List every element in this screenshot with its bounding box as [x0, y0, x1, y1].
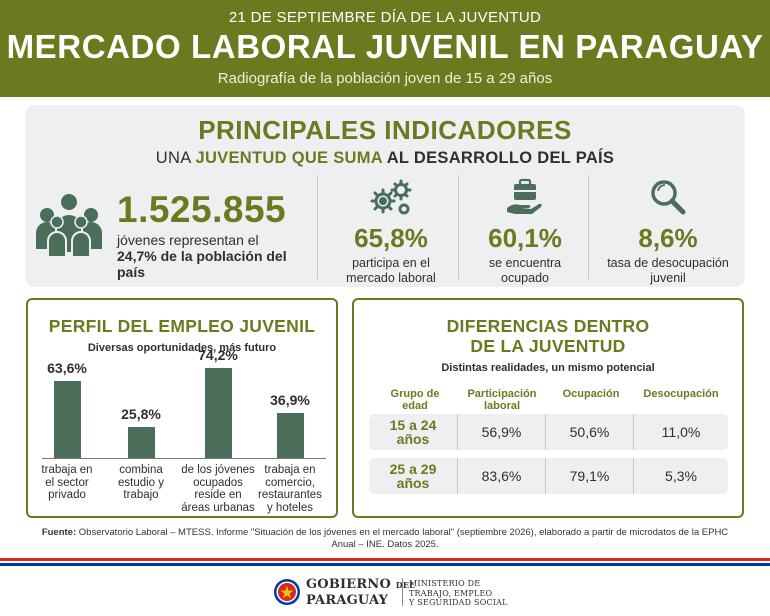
- subtitle-highlight: JUVENTUD QUE SUMA: [195, 149, 383, 167]
- age-line2: años: [396, 431, 430, 447]
- gov-line2: PARAGUAY: [306, 593, 389, 608]
- differences-subtitle: Distintas realidades, un mismo potencial: [441, 362, 655, 374]
- youth-population-number: 1.525.855: [117, 189, 287, 230]
- header-age-group: Grupo de edad: [378, 388, 452, 412]
- profile-bar-category-label: combina estudio y trabajo: [117, 464, 165, 501]
- population-share-text: 24,7% de la población del país: [117, 248, 287, 280]
- profile-bar: [276, 413, 304, 458]
- indicators-subtitle: UNA JUVENTUD QUE SUMA AL DESARROLLO DEL …: [25, 149, 745, 168]
- age-group-cell: 15 a 24 años: [375, 418, 451, 446]
- employment-value: 60,1%: [488, 223, 562, 253]
- profile-bar-value-label: 25,8%: [121, 406, 161, 422]
- flag-stripe-white: [0, 561, 770, 563]
- header-unemployment: Desocupación: [634, 388, 728, 400]
- youth-population-description: jóvenes representan el 24,7% de la pobla…: [117, 232, 317, 280]
- page-title: MERCADO LABORAL JUVENIL EN PARAGUAY: [6, 28, 764, 65]
- profile-bar-value-label: 36,9%: [270, 392, 310, 408]
- briefcase-hand-icon: [507, 178, 542, 214]
- header-banner: 21 DE SEPTIEMBRE DÍA DE LA JUVENTUD MERC…: [0, 0, 770, 97]
- logo-divider: [402, 578, 403, 606]
- age-line1: 15 a 24: [389, 417, 437, 433]
- source-text: Observatorio Laboral – MTESS. Informe "S…: [76, 527, 729, 550]
- age-line1: 25 a 29: [389, 461, 437, 477]
- employment-label: se encuentra ocupado: [469, 256, 581, 286]
- participation-value: 65,8%: [354, 223, 428, 253]
- header-participation-line2: laboral: [483, 400, 521, 412]
- indicators-panel: PRINCIPALES INDICADORES UNA JUVENTUD QUE…: [25, 105, 745, 287]
- header-participation: Participación laboral: [457, 388, 547, 412]
- stat-unemployment: 8,6% tasa de desocupación juvenil: [596, 178, 740, 286]
- gears-icon: [370, 179, 412, 215]
- ministry-line1: MINISTERIO DE: [409, 579, 481, 588]
- gov-line1: GOBIERNO: [306, 577, 392, 592]
- profile-bar: [127, 427, 155, 458]
- differences-title-line2: DE LA JUVENTUD: [470, 336, 626, 356]
- participation-cell: 83,6%: [457, 458, 545, 494]
- profile-bar: [53, 381, 81, 458]
- profile-bar-category-label: trabaja en comercio, restaurantes y hoteles: [258, 464, 322, 514]
- source-note: Fuente: Observatorio Laboral – MTESS. In…: [40, 527, 730, 551]
- profile-bar-value-label: 63,6%: [47, 360, 87, 376]
- header-age-line2: edad: [402, 400, 428, 412]
- gov-del: DEL: [395, 580, 416, 590]
- divider: [317, 175, 318, 279]
- unemployment-cell: 11,0%: [633, 414, 728, 450]
- chart-baseline: [42, 458, 326, 459]
- unemployment-cell: 5,3%: [633, 458, 728, 494]
- unemployment-label-line1: tasa de desocupación: [607, 256, 729, 270]
- profile-bar: [204, 368, 232, 458]
- unemployment-value: 8,6%: [638, 223, 698, 253]
- stat-employment: 60,1% se encuentra ocupado: [469, 178, 581, 286]
- table-row: 25 a 29 años 83,6% 79,1% 5,3%: [369, 458, 728, 494]
- header-age-line1: Grupo de: [390, 388, 440, 400]
- date-line: 21 DE SEPTIEMBRE DÍA DE LA JUVENTUD: [228, 9, 542, 26]
- flag-stripe-blue: [0, 563, 770, 566]
- youth-employment-profile-box: PERFIL DEL EMPLEO JUVENIL Diversas oport…: [26, 298, 338, 518]
- employment-label-line2: ocupado: [501, 271, 549, 285]
- table-row: 15 a 24 años 56,9% 50,6% 11,0%: [369, 414, 728, 450]
- divider: [588, 175, 589, 279]
- age-line2: años: [396, 475, 430, 491]
- subtitle-part1: UNA: [155, 149, 196, 167]
- group-of-people-icon: [36, 194, 102, 257]
- flag-stripe-red: [0, 558, 770, 561]
- profile-subtitle: Diversas oportunidades, más futuro: [87, 342, 277, 354]
- differences-title-line1: DIFERENCIAS DENTRO: [446, 316, 650, 336]
- participation-label: participa en el mercado laboral: [332, 256, 450, 286]
- national-seal-icon: [274, 579, 300, 605]
- participation-label-line2: mercado laboral: [346, 271, 436, 285]
- profile-title: PERFIL DEL EMPLEO JUVENIL: [48, 316, 316, 336]
- occupation-cell: 79,1%: [545, 458, 633, 494]
- header-unemployment-line1: Desocupación: [643, 388, 719, 400]
- unemployment-label: tasa de desocupación juvenil: [596, 256, 740, 286]
- indicators-title: PRINCIPALES INDICADORES: [198, 115, 572, 145]
- participation-cell: 56,9%: [457, 414, 545, 450]
- profile-bar-category-label: trabaja en el sector privado: [41, 464, 93, 501]
- header-participation-line1: Participación: [467, 388, 537, 400]
- government-logo: GOBIERNO DEL PARAGUAY MINISTERIO DE TRABAJ…: [0, 574, 770, 610]
- subtitle-part2: AL DESARROLLO DEL PAÍS: [382, 149, 615, 167]
- source-label: Fuente:: [41, 527, 77, 538]
- magnifier-icon: [651, 180, 686, 215]
- stat-participation: 65,8% participa en el mercado laboral: [332, 178, 450, 286]
- employment-label-line1: se encuentra: [488, 256, 562, 270]
- header-occupation-line1: Ocupación: [562, 388, 620, 400]
- government-name: GOBIERNO DEL PARAGUAY: [306, 577, 415, 608]
- occupation-cell: 50,6%: [545, 414, 633, 450]
- ministry-line2: TRABAJO, EMPLEO: [409, 588, 493, 598]
- youth-differences-box: DIFERENCIAS DENTRO DE LA JUVENTUD Distint…: [352, 298, 744, 518]
- page-subtitle: Radiografía de la población joven de 15 …: [217, 70, 553, 87]
- profile-bar-value-label: 74,2%: [198, 347, 238, 363]
- age-group-cell: 25 a 29 años: [375, 462, 451, 490]
- header-occupation: Ocupación: [546, 388, 636, 400]
- differences-title: DIFERENCIAS DENTRO DE LA JUVENTUD: [354, 316, 742, 356]
- profile-bar-category-label: de los jóvenes ocupados reside en áreas urb…: [181, 464, 255, 514]
- divider: [458, 175, 459, 279]
- population-text: jóvenes representan el: [117, 232, 259, 248]
- unemployment-label-line2: juvenil: [650, 271, 686, 285]
- ministry-line3: Y SEGURIDAD SOCIAL: [409, 598, 508, 607]
- ministry-name: MINISTERIO DE TRABAJO, EMPLEO Y SEGURIDAD …: [409, 579, 508, 608]
- participation-label-line1: participa en el: [352, 256, 430, 270]
